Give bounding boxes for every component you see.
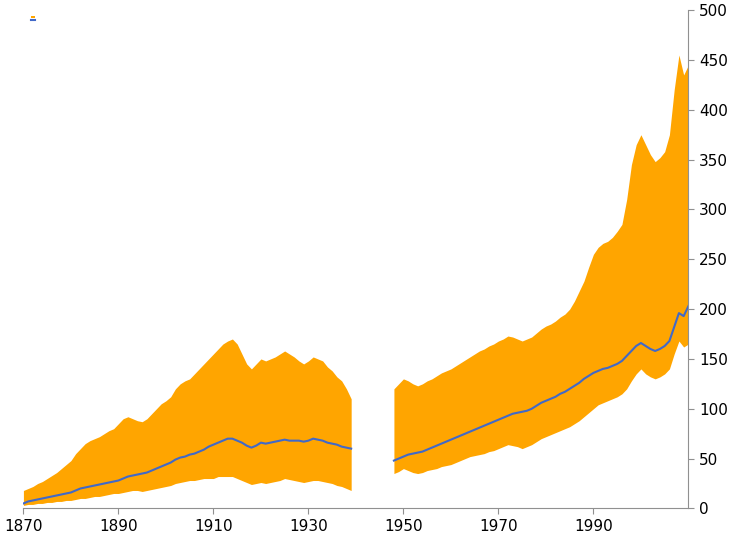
Legend: , : , — [31, 16, 37, 22]
